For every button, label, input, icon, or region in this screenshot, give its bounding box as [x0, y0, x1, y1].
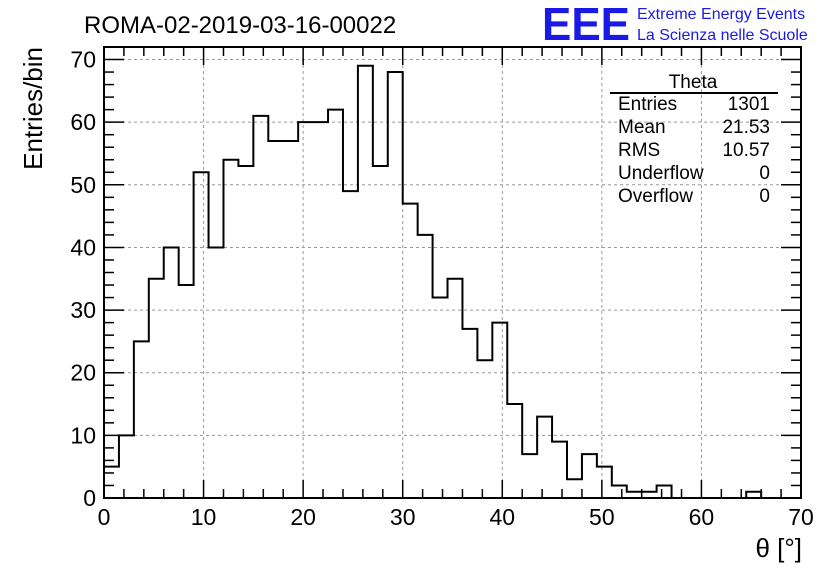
- x-tick-label: 30: [390, 504, 416, 530]
- histogram-bin: [477, 360, 492, 498]
- stats-label-entries: Entries: [618, 94, 677, 115]
- histogram-bin: [657, 485, 672, 498]
- y-axis-title: Entries/bin: [18, 47, 48, 170]
- y-tick-label: 10: [70, 422, 96, 448]
- y-tick-label: 70: [70, 47, 96, 73]
- stats-box-title: Theta: [669, 72, 718, 93]
- histogram-outline: [104, 64, 777, 499]
- histogram-bin: [522, 454, 537, 498]
- histogram-bin: [149, 279, 164, 498]
- histogram-bin: [552, 442, 567, 498]
- histogram-bin: [298, 122, 313, 498]
- x-axis-title: θ [°]: [755, 533, 802, 563]
- histogram-bin: [209, 247, 224, 498]
- x-tick-label: 0: [98, 504, 111, 530]
- histogram-bin: [238, 166, 253, 498]
- histogram-bin: [612, 485, 627, 498]
- stats-value-rms: 10.57: [722, 140, 770, 161]
- stats-label-overflow: Overflow: [618, 186, 693, 207]
- y-tick-label: 50: [70, 172, 96, 198]
- y-tick-label: 0: [83, 485, 96, 511]
- histogram-bin: [433, 298, 448, 498]
- eee-logo: EEE: [542, 0, 630, 50]
- histogram-bin: [283, 141, 298, 498]
- y-tick-label: 30: [70, 297, 96, 323]
- histogram-bin: [194, 172, 209, 498]
- y-tick-label: 20: [70, 360, 96, 386]
- stats-label-mean: Mean: [618, 117, 666, 138]
- histogram-bin: [373, 166, 388, 498]
- histogram-bin: [328, 110, 343, 498]
- stats-label-underflow: Underflow: [618, 163, 704, 184]
- histogram-bin: [403, 204, 418, 498]
- histogram-bin: [418, 235, 433, 498]
- x-tick-label: 60: [689, 504, 715, 530]
- stats-value-overflow: 0: [759, 186, 770, 207]
- x-tick-label: 70: [788, 504, 814, 530]
- histogram-bin: [134, 341, 149, 498]
- x-tick-label: 50: [589, 504, 615, 530]
- histogram-bin: [313, 122, 328, 498]
- stats-value-entries: 1301: [728, 94, 770, 115]
- stats-value-underflow: 0: [759, 163, 770, 184]
- histogram-bin: [537, 417, 552, 498]
- axis-ticks: [103, 46, 802, 499]
- histogram-series: [104, 64, 777, 499]
- histogram-bin: [164, 247, 179, 498]
- x-tick-label: 40: [489, 504, 515, 530]
- histogram-bin: [268, 141, 283, 498]
- histogram-bin: [253, 116, 268, 498]
- histogram-bin: [492, 323, 507, 498]
- histogram-bin: [179, 285, 194, 498]
- x-tick-label: 10: [191, 504, 217, 530]
- histogram-bin: [597, 467, 612, 498]
- histogram-bin: [507, 404, 522, 498]
- logo-line-1: Extreme Energy Events: [637, 6, 805, 23]
- x-tick-label: 20: [290, 504, 316, 530]
- y-tick-label: 60: [70, 109, 96, 135]
- stats-box: Theta Entries 1301 Mean 21.53 RMS 10.57 …: [610, 72, 778, 207]
- stats-label-rms: RMS: [618, 140, 660, 161]
- histogram-bin: [388, 72, 403, 498]
- chart-title: ROMA-02-2019-03-16-00022: [84, 12, 396, 39]
- histogram-bin: [119, 435, 134, 498]
- histogram-bin: [223, 160, 238, 498]
- histogram-bin: [358, 66, 373, 498]
- histogram-bin: [462, 329, 477, 498]
- histogram-bin: [104, 467, 119, 498]
- histogram-bin: [582, 454, 597, 498]
- y-tick-label: 40: [70, 234, 96, 260]
- histogram-bin: [343, 191, 358, 498]
- logo-line-2: La Scienza nelle Scuole: [637, 27, 808, 44]
- histogram-bin: [448, 279, 463, 498]
- histogram-bin: [567, 479, 582, 498]
- stats-value-mean: 21.53: [722, 117, 770, 138]
- tick-labels: 0 10 20 30 40 50 60 70 0 10 20 30 40 50 60 70: [70, 47, 813, 530]
